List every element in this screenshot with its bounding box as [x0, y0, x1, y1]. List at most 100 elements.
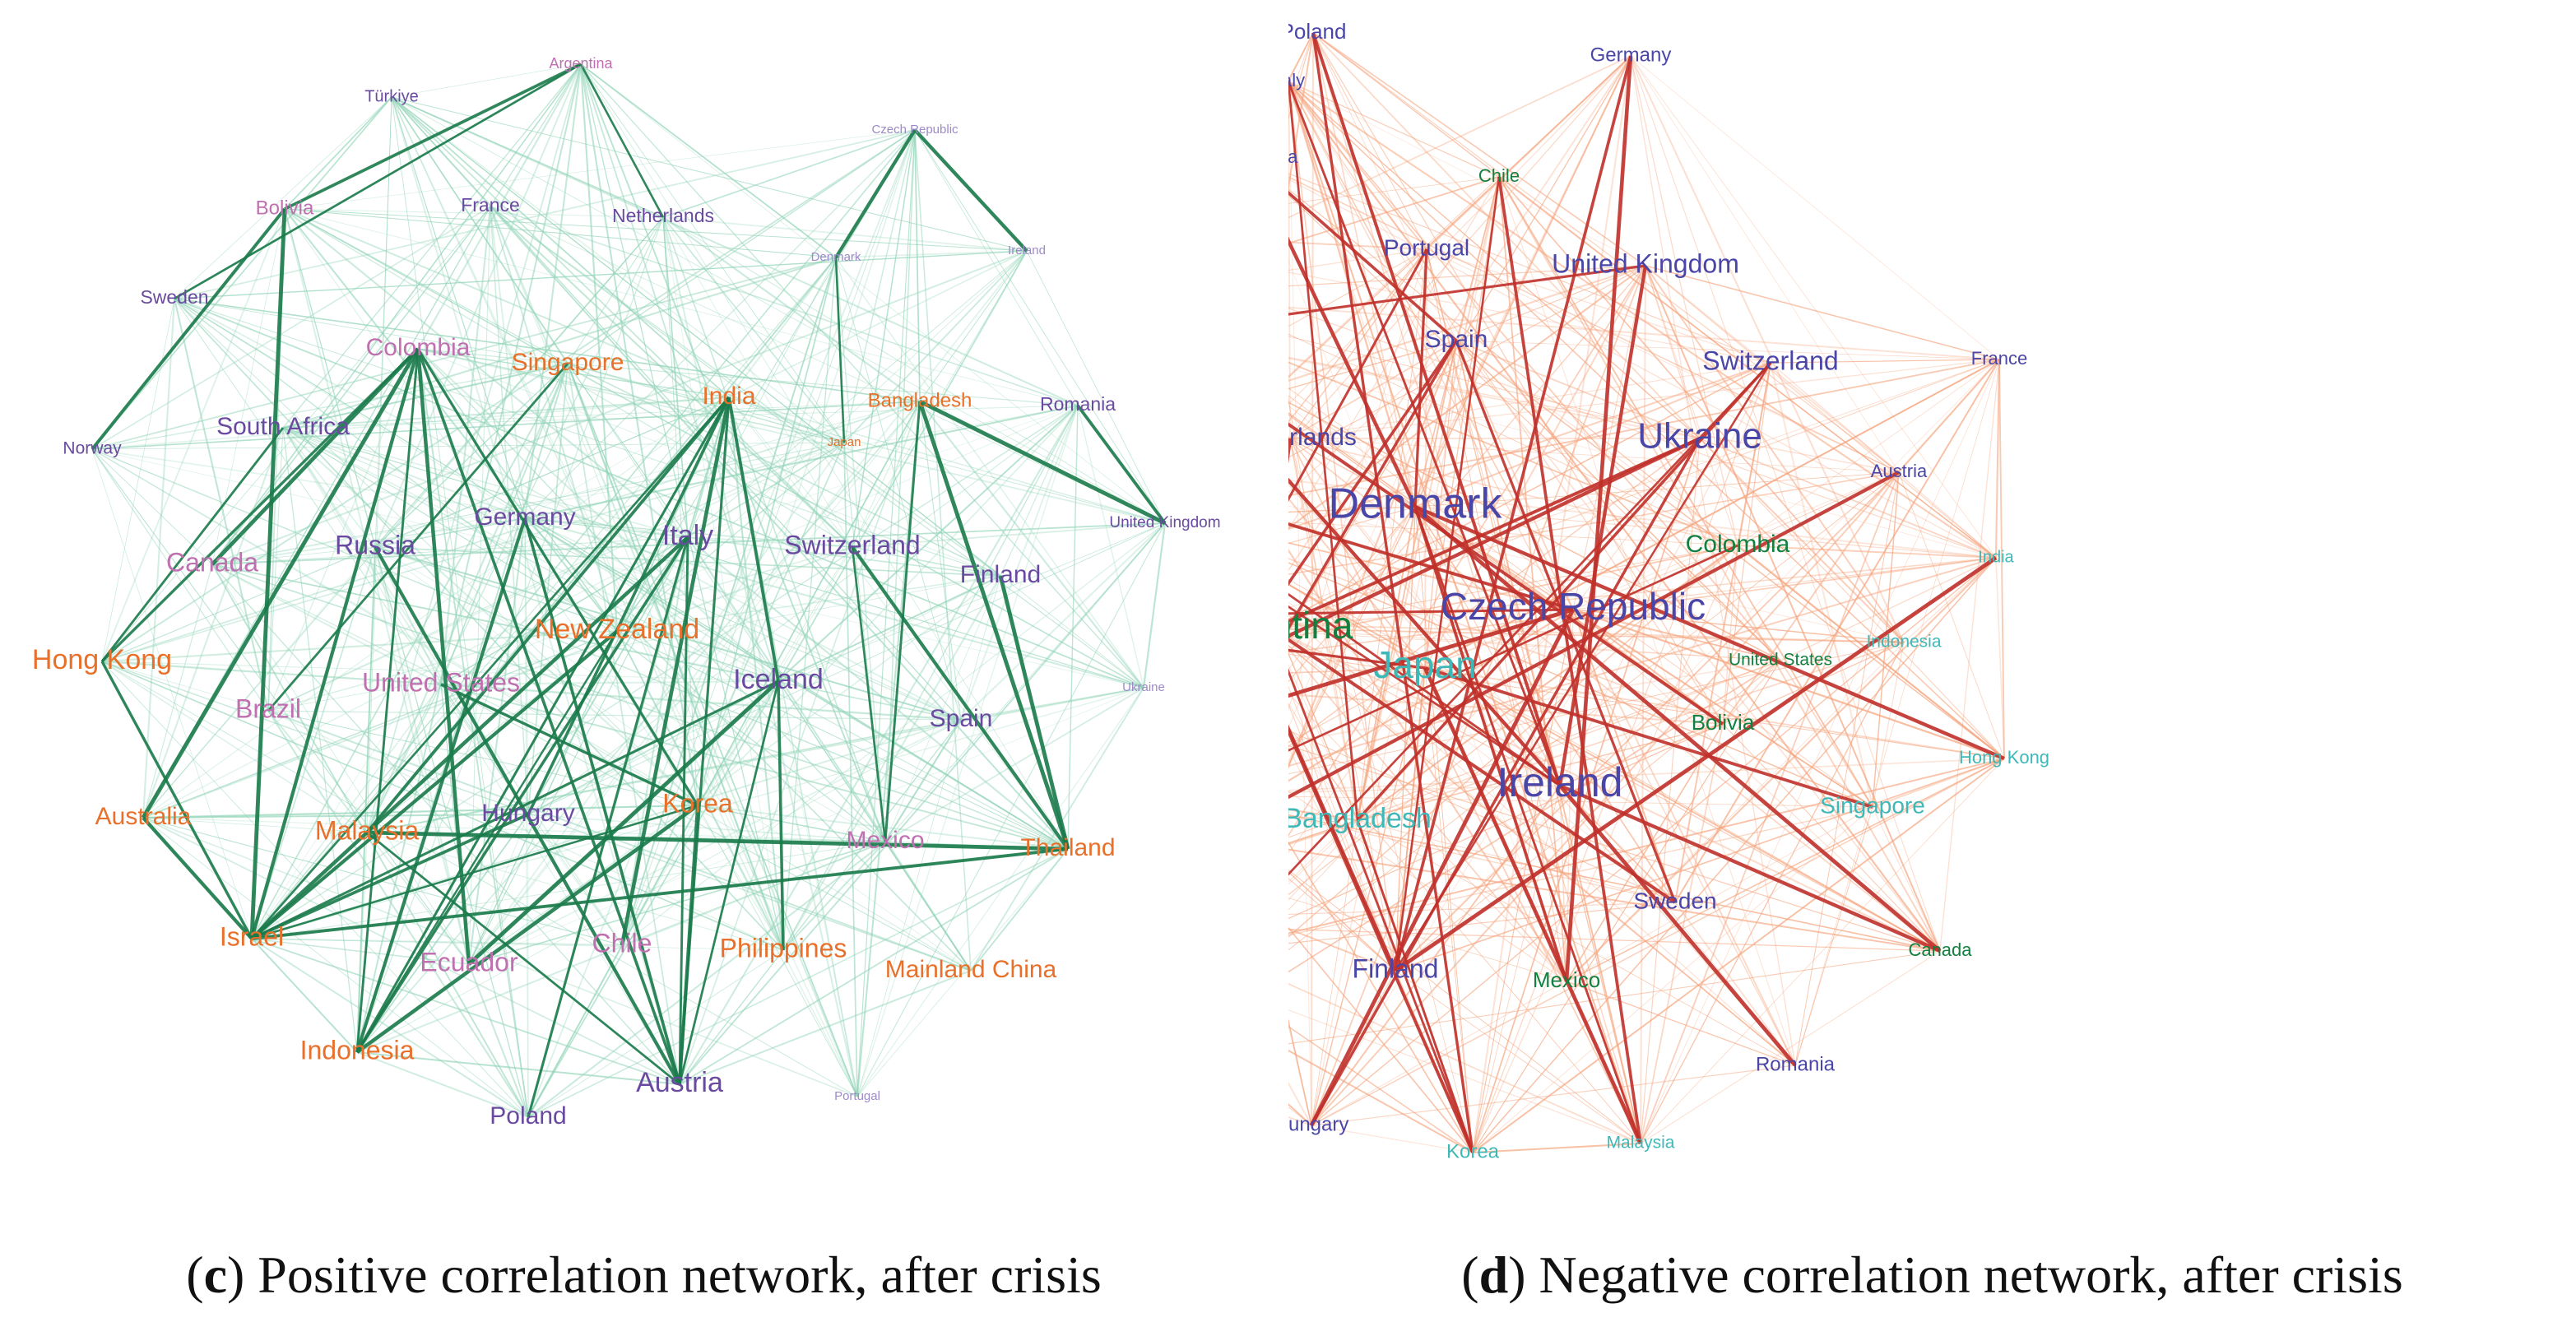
edge-weak — [679, 401, 921, 1085]
edge-weak — [251, 517, 526, 939]
edge-strong — [1288, 668, 1474, 1153]
edge-weak — [1288, 178, 1997, 559]
edge-weak — [374, 546, 962, 721]
edge-weak — [490, 206, 784, 951]
edge-weak — [1288, 55, 1631, 446]
edge-weak — [174, 298, 1144, 689]
edge-weak — [282, 257, 837, 429]
edge-weak — [687, 405, 1079, 538]
edge-weak — [251, 684, 442, 939]
edge-weak — [366, 719, 962, 833]
edge-weak — [1288, 362, 1771, 531]
edge-weak — [524, 129, 916, 519]
edge-weak — [914, 129, 921, 402]
edge-weak — [728, 397, 845, 443]
edge-weak — [1640, 758, 2005, 1144]
node-philippines: Philippines — [720, 933, 847, 963]
edge-weak — [101, 660, 962, 721]
edge-weak — [142, 545, 853, 819]
edge-strong — [727, 397, 780, 682]
edge-weak — [1311, 1065, 1796, 1126]
node-bolivia: Bolivia — [1692, 710, 1755, 735]
edge-weak — [1288, 248, 1427, 271]
edge-weak — [1288, 870, 1641, 1144]
edge-weak — [1288, 635, 1941, 952]
edge-weak — [1395, 506, 1416, 972]
edge-weak — [468, 442, 845, 965]
edge-weak — [1288, 557, 1997, 768]
edge-weak — [356, 1051, 680, 1085]
edge-weak — [1559, 785, 1567, 982]
edge-weak — [282, 405, 1079, 429]
node-finland: Finland — [1353, 953, 1439, 983]
edge-weak — [687, 536, 972, 972]
edge-weak — [1288, 693, 1724, 725]
edge-weak — [1630, 55, 1941, 952]
edge-strong — [1413, 248, 1428, 508]
edge-weak — [1780, 557, 1997, 661]
edge-weak — [1288, 506, 1416, 767]
caption-c-text: Positive correlation network, after cris… — [258, 1245, 1102, 1304]
node-denmark: Denmark — [811, 250, 861, 264]
edge-weak — [1288, 878, 1396, 972]
edge-weak — [417, 348, 569, 364]
edge-weak — [616, 630, 1069, 850]
edge-strong — [366, 831, 680, 1086]
edge-weak — [282, 427, 962, 721]
edge-weak — [1898, 359, 2000, 473]
edge-strong — [523, 517, 681, 1085]
edge-weak — [777, 680, 972, 972]
edge-weak — [356, 814, 529, 1053]
edge-weak — [661, 216, 859, 1097]
edge-weak — [1357, 819, 1396, 972]
edge-weak — [960, 522, 1166, 721]
node-germany: Germany — [474, 503, 575, 531]
edge-weak — [1288, 819, 1358, 845]
node-united-states: United States — [1729, 651, 1832, 670]
edge-weak — [142, 817, 858, 1097]
caption-d: (d) Negative correlation network, after … — [1461, 1245, 2403, 1304]
edge-weak — [1288, 796, 1873, 808]
caption-d-text: Negative correlation network, after cris… — [1539, 1245, 2403, 1304]
edge-weak — [1572, 557, 1997, 610]
edge-weak — [1722, 723, 1941, 952]
edge-weak — [101, 397, 730, 662]
edge-weak — [174, 129, 916, 299]
edge-weak — [1722, 545, 1738, 725]
node-iceland: Iceland — [733, 664, 824, 695]
edge-weak — [1288, 1025, 1474, 1153]
edge-weak — [142, 546, 376, 819]
edge-weak — [1645, 265, 2000, 360]
node-ukraine: Ukraine — [1122, 680, 1165, 694]
edge-weak — [1455, 340, 2000, 360]
edge-weak — [1872, 806, 1941, 952]
edge-strong — [1414, 504, 2005, 761]
edge-strong — [1557, 265, 1648, 786]
edge-weak — [1288, 809, 1358, 821]
edge-weak — [1722, 660, 1781, 725]
edge-weak — [527, 405, 1079, 815]
edge-weak — [1288, 32, 1314, 82]
edge-weak — [440, 363, 569, 685]
edge-weak — [1288, 545, 1738, 896]
edge-weak — [1770, 359, 2000, 364]
edge-weak — [391, 96, 1028, 252]
edge-strong — [678, 536, 689, 1085]
edge-weak — [1288, 395, 1574, 610]
edge-weak — [835, 257, 1144, 689]
edge-weak — [282, 427, 358, 1053]
edge-weak — [1722, 471, 1900, 725]
edge-weak — [1357, 819, 1676, 903]
edge-weak — [267, 710, 699, 806]
edge-weak — [697, 680, 779, 806]
edge-strong — [355, 397, 731, 1053]
edge-strong — [1413, 505, 1942, 953]
edge-weak — [440, 684, 1069, 850]
edge-weak — [1288, 1018, 1312, 1126]
edge-strong — [1288, 248, 1428, 502]
edge-weak — [1288, 735, 1358, 821]
edge-weak — [356, 63, 582, 1053]
panel-c-positive-network: Argentina Türkiye Czech Republic Bolivia Fra… — [0, 0, 1288, 1201]
edge-strong — [100, 661, 253, 939]
edge-weak — [174, 298, 921, 402]
